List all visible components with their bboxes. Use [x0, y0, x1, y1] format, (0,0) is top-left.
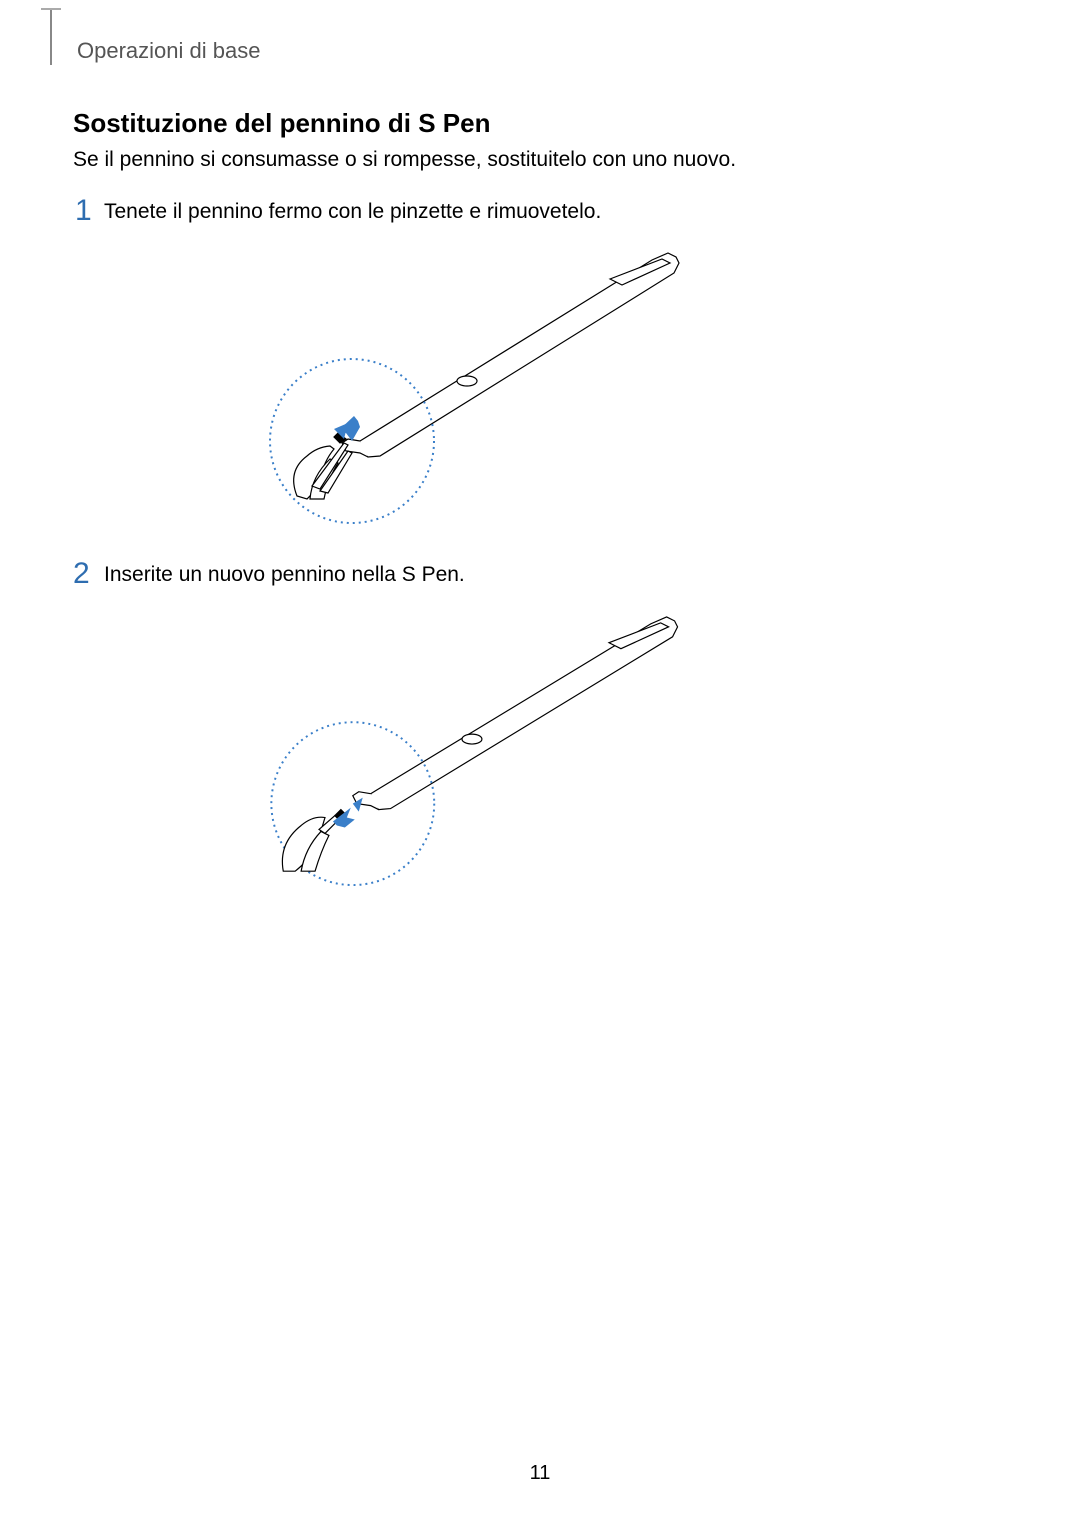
intro-text: Se il pennino si consumasse o si rompess…: [73, 148, 736, 172]
step-1-number: 1: [75, 194, 92, 228]
step-2-text: Inserite un nuovo pennino nella S Pen.: [104, 563, 465, 587]
step-1-text: Tenete il pennino fermo con le pinzette …: [104, 200, 601, 224]
step-2-number: 2: [73, 557, 90, 591]
header-corner-side: [50, 10, 52, 65]
running-header: Operazioni di base: [77, 38, 260, 64]
section-title: Sostituzione del pennino di S Pen: [73, 108, 490, 139]
illustration-remove-nib: [252, 241, 682, 533]
page-number: 11: [0, 1462, 1080, 1485]
illustration-insert-nib: [252, 605, 682, 895]
